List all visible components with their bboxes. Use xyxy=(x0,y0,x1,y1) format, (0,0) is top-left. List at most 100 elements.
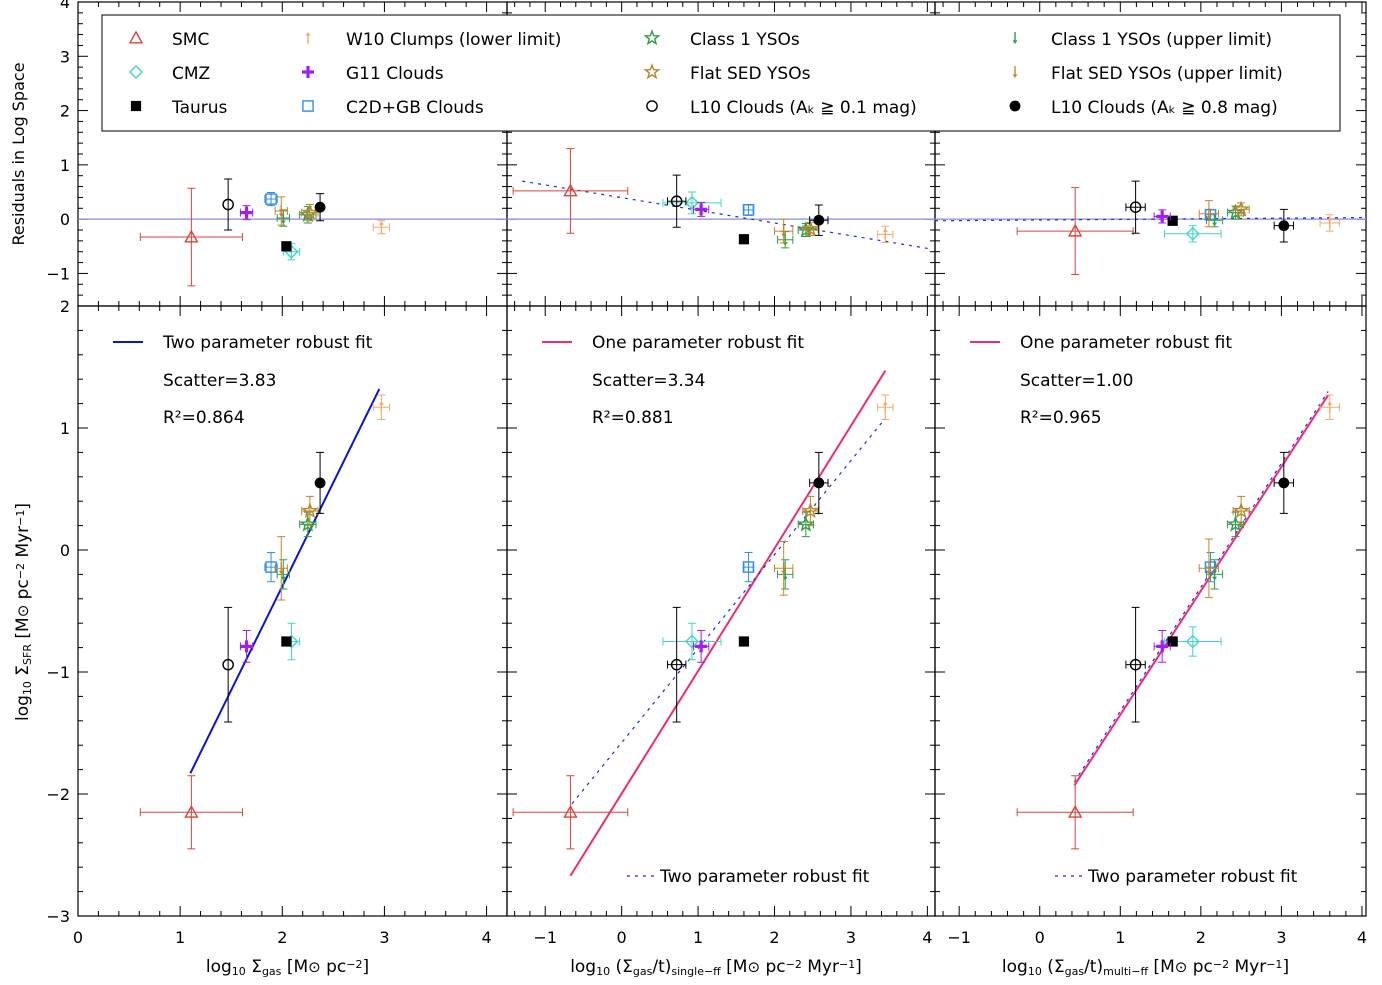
x-tick-label: 4 xyxy=(922,928,932,947)
taurus-marker xyxy=(738,636,750,647)
x-axis-label-part: −2 xyxy=(346,958,362,971)
panel-b-main-frame xyxy=(506,305,936,917)
main-y-axis-label-part: 10 xyxy=(21,681,34,695)
g11-marker xyxy=(695,640,708,653)
cmz-yerr xyxy=(287,622,296,661)
main-y-axis-label-part: −2 xyxy=(14,563,27,579)
main-y-axis-label-part: Myr xyxy=(13,526,33,563)
flat-marker xyxy=(643,63,661,80)
taurus-marker xyxy=(281,241,292,252)
c2d-yerr xyxy=(1206,551,1215,583)
r2-value: R²=0.965 xyxy=(1020,408,1102,428)
l10b-marker xyxy=(1278,477,1290,489)
cmz-yerr xyxy=(1188,626,1197,657)
smc-yerr xyxy=(566,148,575,234)
taurus-marker xyxy=(130,100,142,112)
class1u-marker-head xyxy=(280,220,286,225)
x-axis-label-part: pc xyxy=(760,957,786,977)
x-axis-label-part: ] xyxy=(362,957,369,977)
panel-frames xyxy=(77,1,1367,917)
scatter-value: Scatter=3.83 xyxy=(163,371,276,391)
main-y-axis-label-part: ] xyxy=(13,503,33,510)
flat-yerr xyxy=(1237,495,1246,527)
scatter-value: Scatter=1.00 xyxy=(1020,371,1133,391)
class1-marker xyxy=(299,515,317,532)
panel-a-main-frame xyxy=(77,305,508,917)
class1u-marker-head xyxy=(1212,576,1218,581)
l10b-marker xyxy=(1278,220,1290,232)
panel-c-main-frame xyxy=(934,305,1367,917)
x-tick-label: 0 xyxy=(73,928,83,947)
main-y-tick-label: −3 xyxy=(46,907,70,926)
legend-label-g11: G11 Clouds xyxy=(346,64,444,84)
axis-labels: 0 1 2 3 4 Two parameter robust fit Scatter=3.8… xyxy=(9,0,1367,978)
x-axis-label-part: gas xyxy=(262,965,282,978)
legend-label-flat: Flat SED YSOs xyxy=(690,64,811,84)
flat-marker xyxy=(801,502,819,519)
x-axis-label-part: −2 xyxy=(786,958,802,971)
x-tick-label: 2 xyxy=(769,928,779,947)
robust-fit-line xyxy=(569,370,887,877)
x-axis-label-part: −1 xyxy=(839,958,855,971)
smc-marker xyxy=(1067,804,1083,818)
x-tick-label: 4 xyxy=(1357,928,1367,947)
x-axis-label-part: multi−ff xyxy=(1103,965,1148,978)
flat-yerr xyxy=(806,495,815,527)
fit-legend-label: One parameter robust fit xyxy=(592,333,804,353)
x-axis-label-part: ⊙ xyxy=(1175,958,1188,976)
flatu-marker-head xyxy=(1012,74,1018,78)
l10a-marker xyxy=(222,658,234,671)
class1-marker xyxy=(1226,203,1245,220)
x-axis-label-part: [M xyxy=(281,957,308,977)
legend-label-taurus: Taurus xyxy=(171,98,228,118)
smc-marker xyxy=(128,30,144,44)
flat-marker xyxy=(801,219,819,237)
x-axis-label-part: (Σ xyxy=(610,957,633,977)
x-tick-label: 0 xyxy=(617,928,627,947)
smc-yerr xyxy=(1071,187,1080,276)
w10-marker-head xyxy=(305,32,311,36)
l10a-yerr xyxy=(672,174,681,228)
l10a-yerr xyxy=(224,178,233,231)
x-axis-label-part: single−ff xyxy=(671,965,721,978)
l10a-marker xyxy=(222,198,234,211)
x-axis-label-part: gas xyxy=(633,965,653,978)
r2-value: R²=0.881 xyxy=(592,408,674,428)
x-axis-label-part: /t) xyxy=(1084,957,1103,977)
legend-label-l10b: L10 Clouds (Aₖ ≧ 0.8 mag) xyxy=(1051,98,1278,118)
x-axis-label: log10 (Σgas/t)multi−ff [M⊙ pc−2 Myr−1] xyxy=(1002,957,1289,978)
smc-marker xyxy=(184,229,199,243)
main-y-tick-label: 0 xyxy=(60,541,70,560)
flat-yerr xyxy=(305,495,314,527)
l10b-marker xyxy=(813,214,825,226)
x-axis-label-part: log xyxy=(206,957,232,977)
smc-marker xyxy=(563,804,578,818)
class1u-marker-head xyxy=(1212,222,1218,227)
x-tick-label: 0 xyxy=(1035,928,1045,947)
legend-label-cmz: CMZ xyxy=(172,64,210,84)
class1-marker xyxy=(643,29,661,46)
cmz-marker xyxy=(1185,634,1200,649)
x-axis-label-part: ] xyxy=(1282,957,1289,977)
main-y-axis-label-part: −1 xyxy=(14,510,27,526)
cmz-marker xyxy=(129,65,143,79)
x-axis-label-part: (Σ xyxy=(1042,957,1065,977)
x-axis-label-part: Myr xyxy=(1229,957,1266,977)
main-y-tick-label: −2 xyxy=(46,785,70,804)
x-axis-label-part: /t) xyxy=(652,957,671,977)
residual-y-tick-label: −1 xyxy=(46,264,70,283)
x-tick-label: 2 xyxy=(277,928,287,947)
plot-content xyxy=(78,148,1367,877)
x-axis-label-part: gas xyxy=(1065,965,1085,978)
x-axis-label: log10 (Σgas/t)single−ff [M⊙ pc−2 Myr−1] xyxy=(570,957,862,978)
cmz-marker xyxy=(684,634,699,649)
x-axis-label-part: 10 xyxy=(1028,965,1042,978)
c2d-marker xyxy=(742,561,755,573)
x-axis-label-part: log xyxy=(1002,957,1028,977)
flat-marker xyxy=(301,203,319,220)
l10a-marker xyxy=(1129,658,1142,671)
main-y-axis-label-part: ⊙ xyxy=(14,605,32,618)
l10a-yerr xyxy=(1131,606,1140,723)
legend-label-l10a: L10 Clouds (Aₖ ≧ 0.1 mag) xyxy=(690,98,917,118)
x-axis-label-part: −1 xyxy=(1266,958,1282,971)
